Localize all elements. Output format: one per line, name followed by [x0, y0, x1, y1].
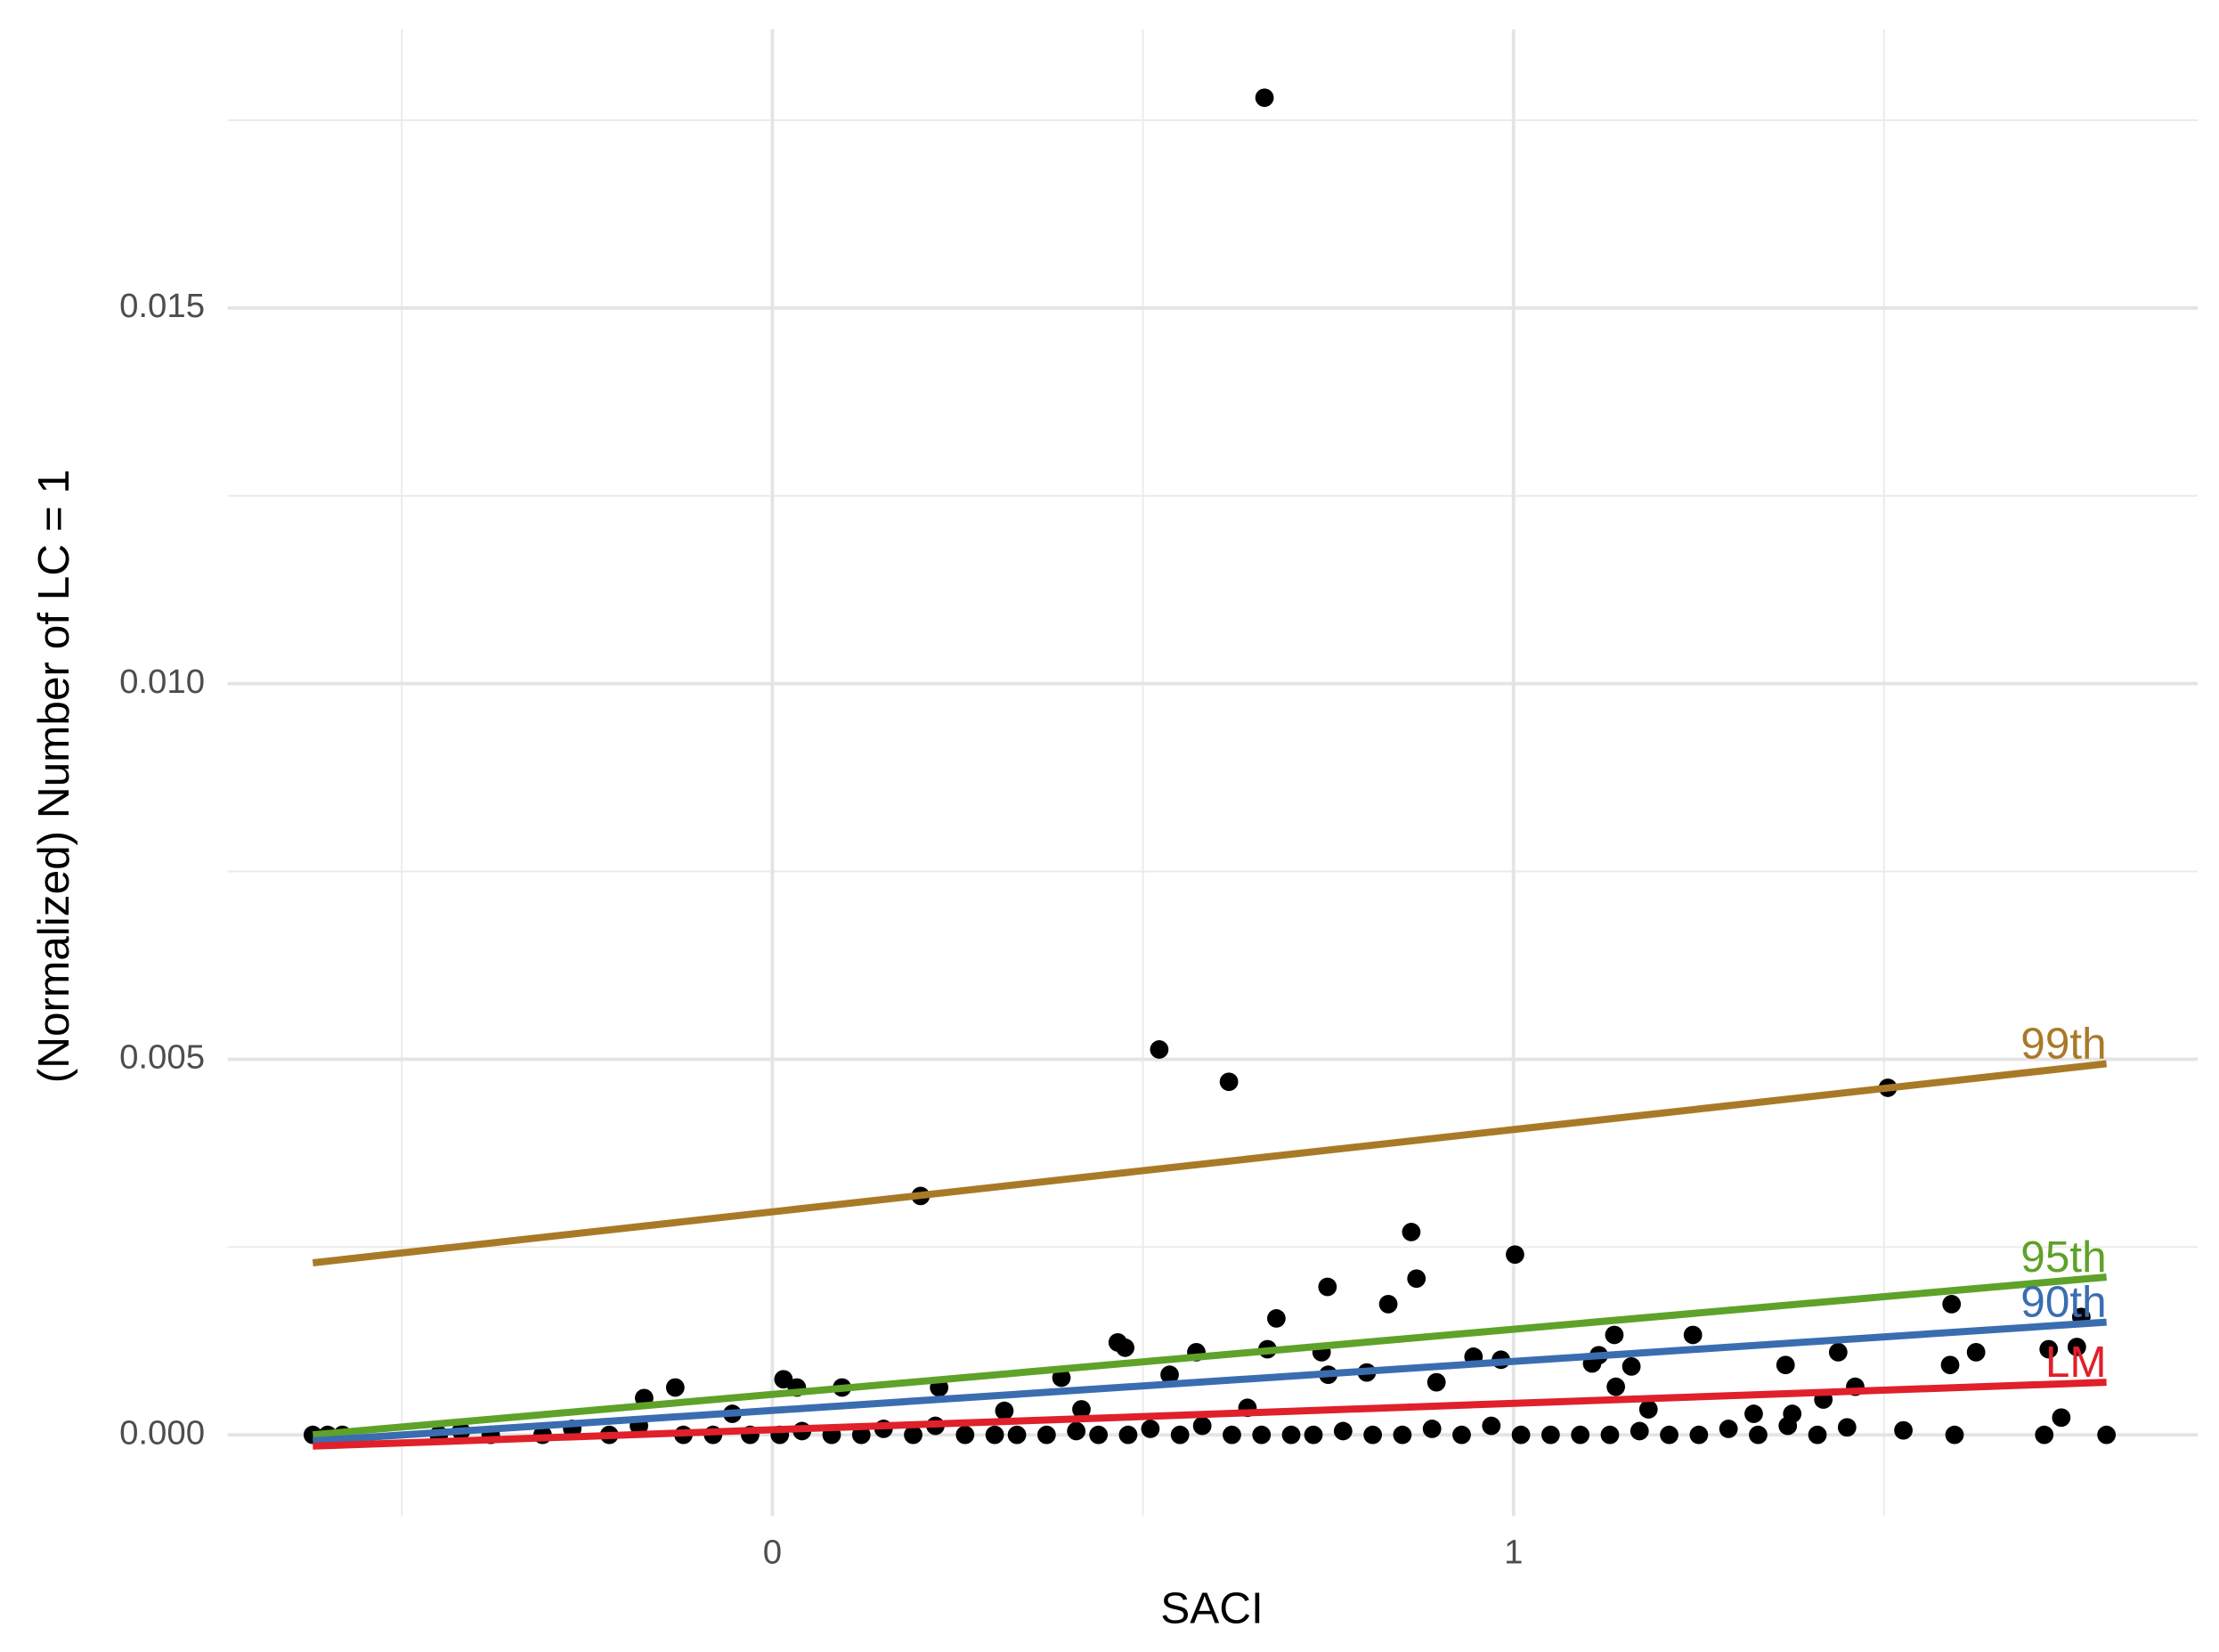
point [774, 1370, 793, 1389]
point [1150, 1040, 1169, 1059]
point [2035, 1425, 2054, 1444]
point [1407, 1269, 1426, 1289]
y-tick-label: 0.010 [119, 663, 205, 701]
point [1940, 1355, 1960, 1375]
quantile-line [313, 1379, 2107, 1450]
line-label: 90th [2020, 1278, 2106, 1327]
line-label: 99th [2020, 1019, 2106, 1068]
point [1600, 1425, 1620, 1444]
point [1318, 1277, 1337, 1297]
point [1660, 1425, 1678, 1444]
point [1402, 1223, 1421, 1241]
y-tick-label: 0.000 [119, 1413, 205, 1452]
x-tick-label: 0 [763, 1534, 782, 1572]
point [1304, 1425, 1323, 1444]
point [1808, 1425, 1827, 1444]
point [1630, 1421, 1649, 1441]
point [1281, 1425, 1301, 1444]
point [1540, 1425, 1560, 1444]
point [1067, 1421, 1086, 1441]
point [1252, 1425, 1272, 1444]
point [1511, 1425, 1531, 1444]
point [1267, 1309, 1286, 1328]
point [1942, 1295, 1962, 1314]
quantile-line [312, 1060, 2108, 1266]
point [1894, 1420, 1913, 1440]
point [1052, 1368, 1071, 1388]
point [1007, 1425, 1027, 1444]
quantile-line [312, 1274, 2108, 1439]
point [1116, 1338, 1134, 1357]
line-label: LM [2045, 1338, 2107, 1387]
point [2067, 1338, 2086, 1356]
point [2052, 1408, 2071, 1428]
point [1571, 1425, 1590, 1444]
point [1118, 1425, 1138, 1444]
point [1749, 1425, 1768, 1444]
y-tick-label: 0.005 [119, 1038, 205, 1077]
point [2097, 1425, 2117, 1444]
y-tick-label: 0.015 [119, 287, 205, 325]
point [1744, 1404, 1763, 1423]
quantile-line [313, 1318, 2107, 1444]
point [1945, 1425, 1964, 1444]
point [1089, 1425, 1109, 1444]
point [1506, 1245, 1524, 1265]
line-label: 95th [2020, 1233, 2106, 1282]
point [665, 1378, 685, 1397]
point [955, 1425, 975, 1444]
point [1072, 1400, 1091, 1419]
point [1719, 1420, 1738, 1438]
point [1482, 1416, 1501, 1436]
point [1219, 1072, 1239, 1092]
point [1605, 1325, 1624, 1345]
point [1363, 1425, 1382, 1444]
point [1452, 1425, 1471, 1444]
point [1689, 1425, 1709, 1444]
y-axis-title: (Normalized) Number of LC = 1 [29, 469, 78, 1083]
point [904, 1425, 923, 1444]
point [1036, 1425, 1056, 1444]
point [2039, 1339, 2059, 1359]
point [1333, 1421, 1353, 1441]
point [1255, 88, 1274, 108]
point [1683, 1325, 1703, 1345]
point [1426, 1372, 1446, 1392]
point [1223, 1425, 1241, 1444]
point [1828, 1342, 1848, 1362]
point [1170, 1425, 1190, 1444]
point [1192, 1416, 1212, 1436]
x-axis-title: SACI [1160, 1583, 1264, 1632]
x-tick-label: 1 [1504, 1534, 1523, 1572]
point [1160, 1365, 1179, 1385]
point [1422, 1420, 1442, 1438]
point [985, 1425, 1004, 1444]
point [1141, 1420, 1160, 1438]
point [1393, 1425, 1412, 1444]
point [995, 1401, 1014, 1420]
point [1622, 1357, 1641, 1376]
point [1378, 1295, 1398, 1314]
point [1837, 1418, 1857, 1437]
point [1966, 1342, 1986, 1362]
point [1606, 1377, 1626, 1396]
point [1778, 1416, 1798, 1436]
point [1776, 1355, 1795, 1375]
point [1638, 1400, 1658, 1419]
